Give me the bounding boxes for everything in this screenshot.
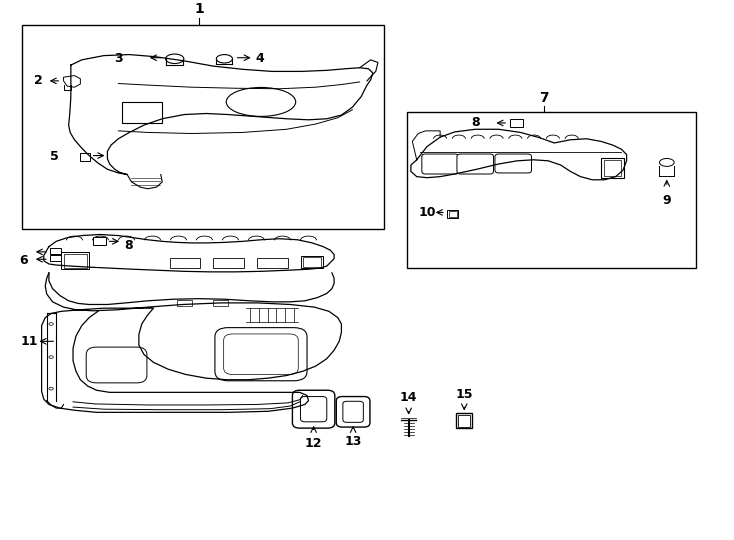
FancyBboxPatch shape [292,390,335,428]
Bar [170,258,200,268]
FancyBboxPatch shape [422,154,459,174]
FancyBboxPatch shape [300,396,327,422]
Text: 3: 3 [114,52,123,65]
Text: 15: 15 [456,388,473,401]
Bar [301,255,323,268]
Text: 11: 11 [21,335,38,348]
FancyBboxPatch shape [224,334,298,374]
FancyBboxPatch shape [336,396,370,427]
Ellipse shape [217,55,233,63]
Bar [214,300,228,306]
Ellipse shape [226,87,296,117]
FancyBboxPatch shape [343,401,363,422]
Text: 6: 6 [19,254,28,267]
Text: 13: 13 [344,435,362,449]
Bar [509,119,523,127]
FancyBboxPatch shape [495,154,531,173]
Bar [601,158,625,178]
Bar [51,248,62,254]
Bar [122,102,162,123]
Bar [303,257,321,267]
FancyBboxPatch shape [86,347,147,383]
Bar [214,258,244,268]
Text: 8: 8 [471,117,479,130]
Bar [92,237,106,245]
Bar [22,25,384,230]
Text: 5: 5 [51,150,59,163]
Text: 2: 2 [34,75,43,87]
Text: 10: 10 [418,206,436,219]
Bar [62,252,89,269]
Bar [457,414,472,428]
Ellipse shape [166,54,184,64]
Text: 9: 9 [663,194,671,207]
Bar [51,255,62,261]
Text: 8: 8 [124,239,133,252]
Ellipse shape [49,322,54,325]
Text: 4: 4 [256,52,265,65]
Text: 7: 7 [539,91,549,105]
Text: 14: 14 [400,392,418,404]
Ellipse shape [49,387,54,390]
Bar [459,415,470,427]
Bar [64,254,87,268]
Bar [449,211,457,217]
Polygon shape [64,76,80,87]
Bar [258,258,288,268]
FancyBboxPatch shape [215,328,307,381]
Bar [407,112,696,268]
Bar [177,300,192,306]
Bar [79,153,90,161]
Bar [604,160,622,176]
Ellipse shape [659,158,674,166]
Bar [448,210,459,218]
Text: 12: 12 [305,436,322,449]
Text: 1: 1 [194,2,204,16]
FancyBboxPatch shape [457,154,493,174]
Ellipse shape [49,356,54,359]
